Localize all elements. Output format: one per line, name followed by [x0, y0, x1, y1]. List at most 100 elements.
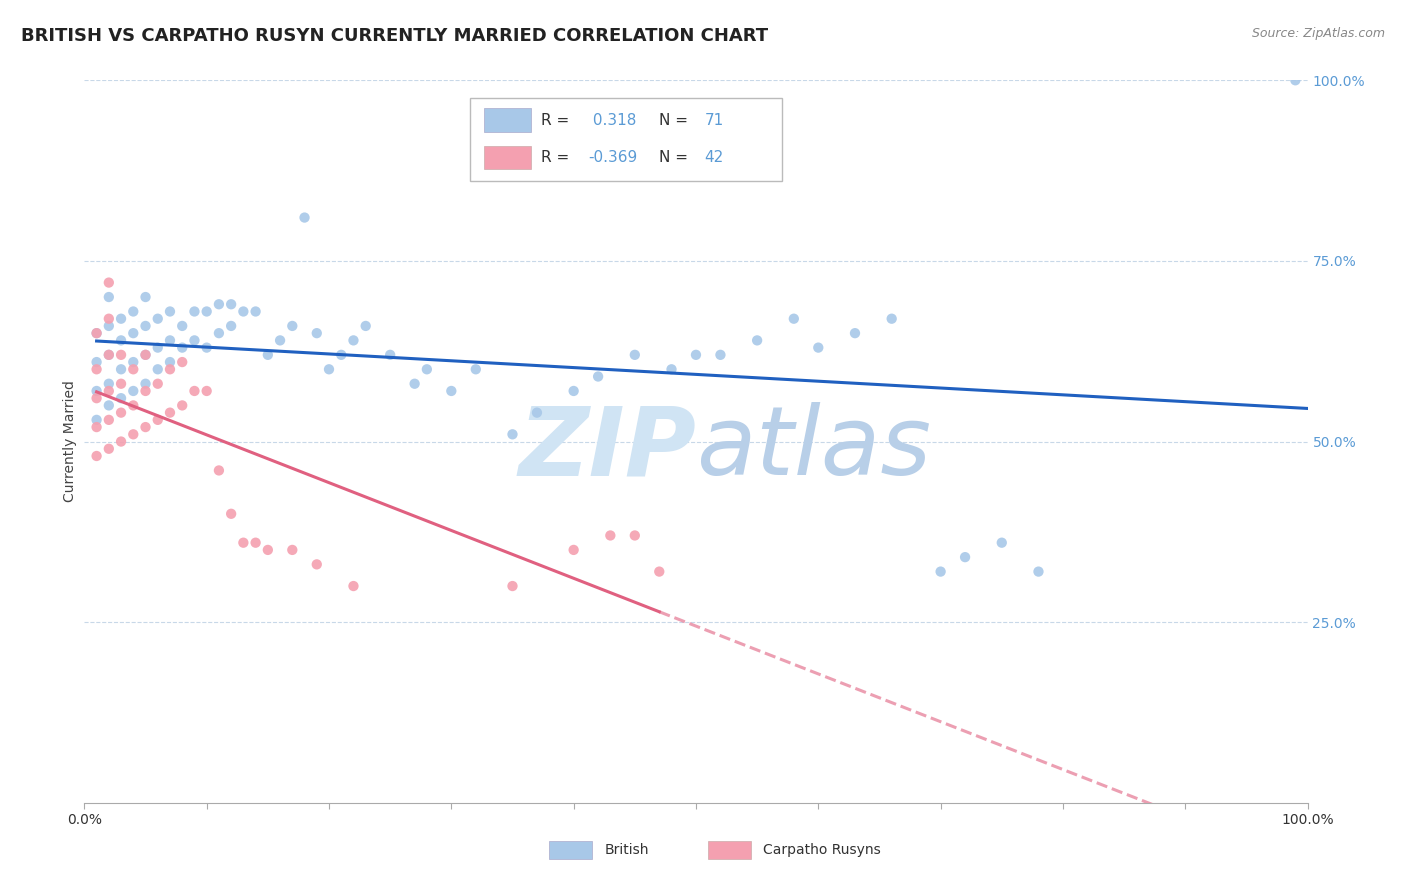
Point [281, 318, 304, 333]
Point [257, 348, 280, 362]
Point [146, 413, 169, 427]
Point [208, 297, 231, 311]
Point [122, 384, 145, 398]
Point [172, 398, 194, 412]
Point [146, 341, 169, 355]
Text: 71: 71 [704, 112, 724, 128]
Point [110, 376, 132, 391]
Point [135, 348, 157, 362]
Point [342, 579, 364, 593]
Point [929, 565, 952, 579]
Point [135, 376, 157, 391]
Point [86, 384, 108, 398]
Text: R =: R = [541, 150, 574, 165]
Point [404, 376, 426, 391]
Point [172, 318, 194, 333]
Point [624, 528, 647, 542]
Text: atlas: atlas [696, 402, 931, 495]
Point [172, 341, 194, 355]
FancyBboxPatch shape [470, 98, 782, 181]
Point [783, 311, 806, 326]
Text: N =: N = [659, 150, 693, 165]
Point [159, 355, 181, 369]
Text: British: British [605, 843, 648, 856]
FancyBboxPatch shape [550, 841, 592, 859]
Point [685, 348, 707, 362]
Text: 42: 42 [704, 150, 724, 165]
Point [208, 326, 231, 340]
Point [97, 348, 120, 362]
Point [97, 318, 120, 333]
Y-axis label: Currently Married: Currently Married [63, 381, 77, 502]
Point [318, 362, 340, 376]
Point [562, 542, 585, 557]
Point [502, 579, 524, 593]
Point [526, 406, 548, 420]
Point [97, 384, 120, 398]
Point [97, 290, 120, 304]
Point [159, 304, 181, 318]
Text: 0.318: 0.318 [588, 112, 637, 128]
Point [183, 334, 205, 348]
Point [122, 304, 145, 318]
Text: N =: N = [659, 112, 693, 128]
Point [122, 326, 145, 340]
Point [195, 341, 218, 355]
Point [183, 304, 205, 318]
Text: R =: R = [541, 112, 574, 128]
Point [135, 384, 157, 398]
Point [599, 528, 621, 542]
Point [219, 507, 242, 521]
Point [416, 362, 439, 376]
Point [586, 369, 609, 384]
Point [1028, 565, 1050, 579]
Point [122, 362, 145, 376]
Point [110, 362, 132, 376]
Point [97, 276, 120, 290]
Point [991, 535, 1014, 549]
Point [86, 413, 108, 427]
Point [305, 558, 328, 572]
Point [953, 550, 976, 565]
Text: ZIP: ZIP [517, 402, 696, 495]
Point [86, 391, 108, 405]
Point [219, 318, 242, 333]
Text: Source: ZipAtlas.com: Source: ZipAtlas.com [1251, 27, 1385, 40]
Point [97, 442, 120, 456]
Text: BRITISH VS CARPATHO RUSYN CURRENTLY MARRIED CORRELATION CHART: BRITISH VS CARPATHO RUSYN CURRENTLY MARR… [21, 27, 768, 45]
Point [122, 427, 145, 442]
Point [354, 318, 377, 333]
Point [747, 334, 769, 348]
Point [183, 384, 205, 398]
FancyBboxPatch shape [484, 109, 531, 132]
Point [648, 565, 671, 579]
Point [86, 449, 108, 463]
Point [135, 348, 157, 362]
Point [97, 348, 120, 362]
Point [807, 341, 830, 355]
Point [880, 311, 903, 326]
Point [110, 334, 132, 348]
Point [97, 376, 120, 391]
Point [195, 304, 218, 318]
Point [135, 318, 157, 333]
Point [122, 398, 145, 412]
Point [380, 348, 402, 362]
FancyBboxPatch shape [709, 841, 751, 859]
Point [1284, 73, 1306, 87]
Point [86, 420, 108, 434]
Point [135, 290, 157, 304]
Point [146, 362, 169, 376]
Point [146, 376, 169, 391]
Point [342, 334, 364, 348]
Point [208, 463, 231, 477]
Point [232, 535, 254, 549]
Point [159, 334, 181, 348]
Point [172, 355, 194, 369]
Point [122, 355, 145, 369]
Point [97, 398, 120, 412]
Point [464, 362, 486, 376]
Point [269, 334, 291, 348]
Point [709, 348, 731, 362]
Point [110, 311, 132, 326]
